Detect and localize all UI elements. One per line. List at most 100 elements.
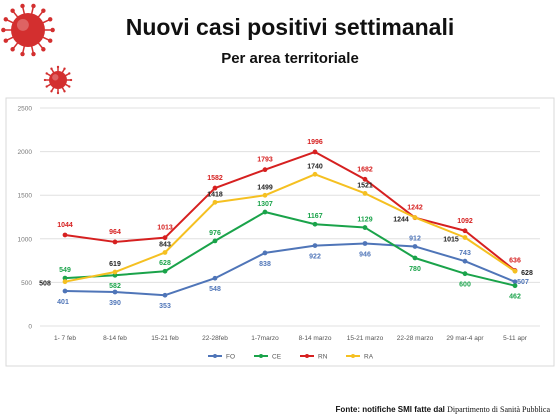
data-label-ce: 780: [409, 266, 421, 273]
virus-spike-tip: [56, 65, 60, 69]
data-point-ra: [212, 199, 218, 205]
data-label-ce: 1167: [307, 213, 322, 220]
data-point-fo: [462, 258, 468, 264]
virus-spike-tip: [45, 72, 48, 75]
legend-label-ra: RA: [364, 354, 374, 361]
virus-spike-tip: [31, 51, 36, 57]
data-point-rn: [162, 235, 168, 241]
data-label-ra: 1418: [207, 191, 223, 198]
data-label-rn: 1092: [457, 218, 473, 225]
y-tick-label: 1500: [18, 193, 33, 200]
virus-spike-tip: [56, 91, 60, 95]
data-label-ce: 1307: [257, 201, 273, 208]
series-line-fo: [64, 242, 516, 297]
virus-body: [11, 13, 45, 47]
data-label-rn: 964: [109, 229, 121, 236]
data-point-ce: [312, 221, 318, 227]
data-label-rn: 636: [509, 258, 521, 265]
virus-spike-tip: [41, 47, 46, 52]
data-label-ra: 628: [521, 270, 533, 277]
virus-body: [49, 71, 67, 89]
data-point-rn: [262, 167, 268, 173]
virus-spike-tip: [63, 90, 66, 93]
virus-highlight: [52, 74, 59, 81]
x-tick-label: 8-14 marzo: [299, 335, 332, 342]
x-tick-label: 15-21 feb: [151, 335, 179, 342]
legend-label-rn: RN: [318, 354, 328, 361]
virus-spike-tip: [50, 67, 53, 70]
data-label-ra: 1244: [393, 217, 409, 224]
data-point-ra: [62, 279, 68, 285]
series-line-ce: [64, 211, 516, 287]
chart-subtitle: Per area territoriale: [221, 50, 359, 67]
virus-spike-tip: [43, 78, 47, 82]
virus-spike-tip: [1, 27, 6, 33]
data-label-rn: 1242: [407, 205, 423, 212]
y-tick-label: 2500: [18, 106, 33, 113]
data-point-rn: [212, 185, 218, 191]
y-tick-label: 0: [28, 324, 32, 331]
virus-spike-tip: [50, 27, 55, 33]
y-tick-label: 2000: [18, 149, 33, 156]
data-point-ce: [462, 271, 468, 277]
data-point-ce: [412, 255, 418, 261]
data-label-fo: 390: [109, 300, 121, 307]
data-label-ra: 1740: [307, 163, 323, 170]
data-label-ra: 619: [109, 261, 121, 268]
source-note: Fonte: notifiche SMI fatte dal Dipartime…: [336, 405, 550, 414]
data-point-fo: [512, 279, 518, 285]
virus-spike-tip: [20, 51, 25, 57]
virus-spike-tip: [31, 3, 36, 9]
data-label-ra: 1521: [357, 182, 373, 189]
data-label-fo: 548: [209, 286, 221, 293]
virus-spike-tip: [3, 38, 9, 43]
x-tick-label: 22-28feb: [202, 335, 228, 342]
x-tick-label: 5-11 apr: [503, 335, 528, 342]
data-point-rn: [112, 239, 118, 245]
x-tick-label: 15-21 marzo: [347, 335, 384, 342]
data-label-ra: 1015: [443, 236, 459, 243]
data-point-ra: [512, 268, 518, 274]
virus-spike-tip: [10, 8, 15, 13]
data-point-fo: [362, 241, 368, 246]
data-label-ra: 508: [39, 281, 51, 288]
data-point-fo: [112, 289, 118, 295]
legend-label-ce: CE: [272, 354, 282, 361]
x-tick-label: 8-14 feb: [103, 335, 127, 342]
data-label-fo: 743: [459, 250, 471, 257]
data-point-ce: [212, 238, 218, 244]
virus-spike-tip: [20, 3, 25, 9]
data-label-fo: 838: [259, 261, 271, 268]
data-label-ce: 976: [209, 230, 221, 237]
legend-marker-ce: [259, 354, 263, 358]
chart-frame: [5, 97, 555, 367]
virus-spike-tip: [10, 47, 15, 52]
data-point-ce: [262, 209, 268, 215]
data-label-ce: 628: [159, 260, 171, 267]
data-point-ra: [312, 171, 318, 177]
y-tick-label: 1000: [18, 236, 33, 243]
virus-spike-tip: [45, 85, 48, 88]
data-label-rn: 1793: [257, 157, 273, 164]
data-label-rn: 1013: [157, 225, 173, 232]
data-label-ra: 843: [159, 241, 171, 248]
data-label-ce: 1129: [357, 217, 372, 224]
data-point-ra: [262, 192, 268, 198]
legend-label-fo: FO: [226, 354, 235, 361]
virus-spike-tip: [41, 8, 46, 13]
data-label-fo: 912: [409, 235, 421, 242]
coronavirus-icon: [1, 3, 73, 95]
virus-spike-tip: [68, 72, 71, 75]
legend-marker-fo: [213, 354, 217, 358]
data-point-ra: [162, 250, 168, 255]
data-point-rn: [62, 232, 68, 238]
virus-spike-tip: [47, 38, 53, 43]
data-label-fo: 507: [517, 279, 529, 286]
data-label-rn: 1682: [357, 166, 373, 173]
chart-title: Nuovi casi positivi settimanali: [125, 14, 455, 40]
virus-spike-tip: [69, 78, 73, 82]
data-label-fo: 401: [57, 299, 69, 306]
virus-highlight: [16, 18, 29, 31]
virus-spike-tip: [50, 90, 53, 93]
